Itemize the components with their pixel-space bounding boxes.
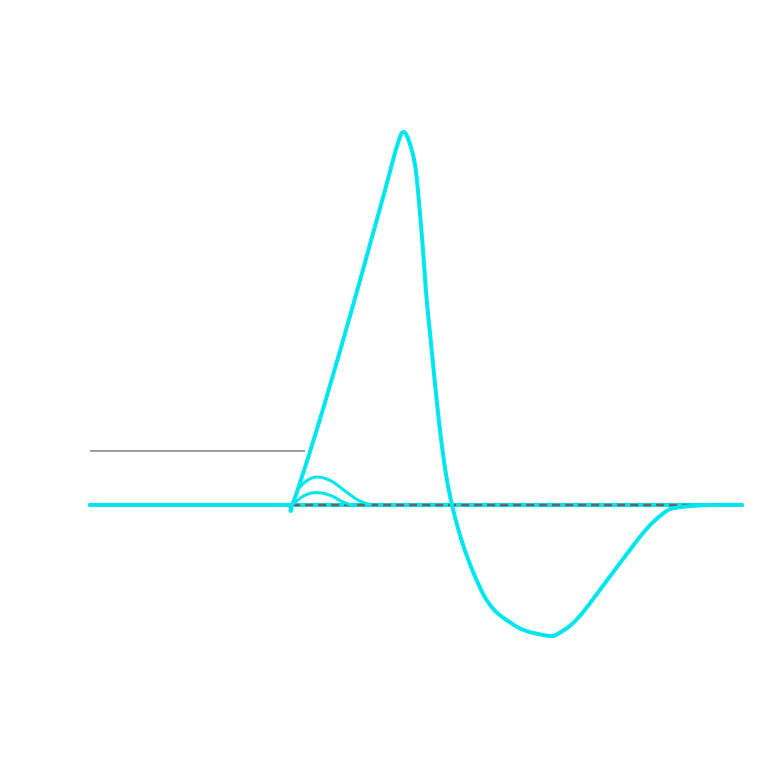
- series-line-1: [290, 475, 372, 507]
- series-line-2: [290, 491, 353, 507]
- reference-lines: [90, 450, 742, 507]
- series-line-0: [88, 129, 744, 639]
- series-layer: [88, 129, 744, 639]
